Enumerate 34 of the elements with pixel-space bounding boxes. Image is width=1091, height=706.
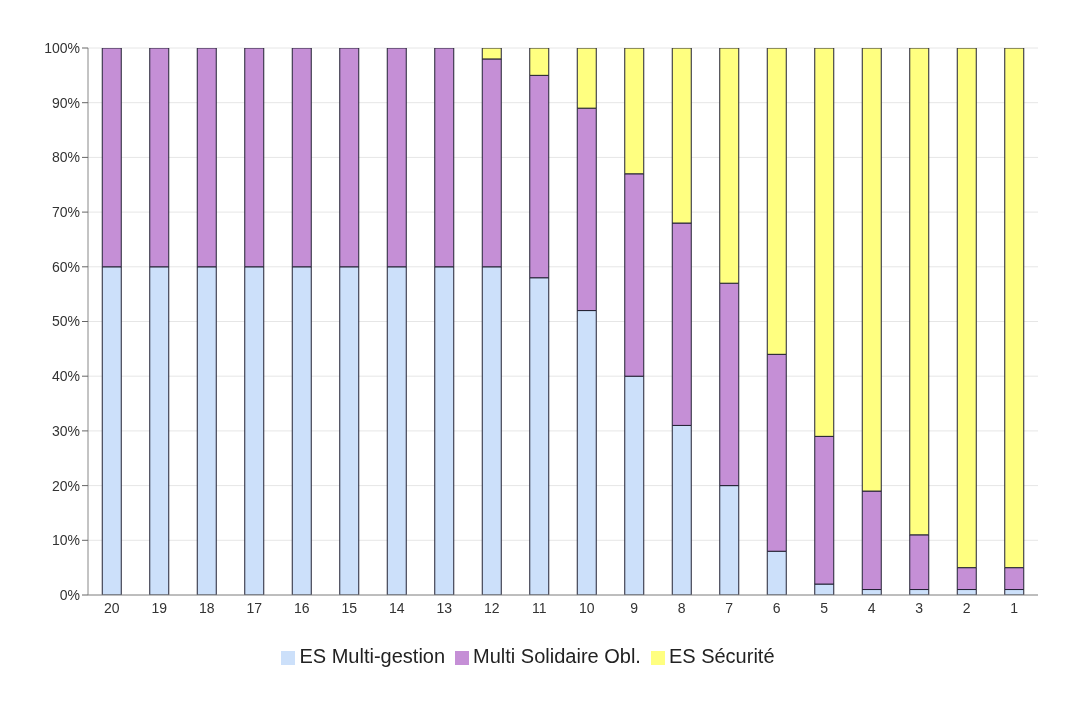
x-tick-label: 6 <box>772 599 781 616</box>
x-tick-label: 16 <box>293 599 310 616</box>
y-tick-label: 10% <box>51 532 80 549</box>
x-tick-label: 18 <box>198 599 215 616</box>
x-tick-label: 7 <box>725 599 734 616</box>
x-tick-label: 14 <box>388 599 405 616</box>
y-tick-label: 70% <box>51 204 80 221</box>
x-tick-label: 2 <box>962 599 971 616</box>
y-tick-label: 90% <box>51 94 80 111</box>
legend-label: ES Sécurité <box>668 645 775 667</box>
x-tick-label: 8 <box>677 599 686 616</box>
y-tick-label: 60% <box>51 258 80 275</box>
legend-label: ES Multi-gestion <box>299 645 446 667</box>
x-tick-label: 19 <box>151 599 168 616</box>
x-tick-label: 4 <box>867 599 876 616</box>
x-tick-label: 15 <box>341 599 358 616</box>
y-tick-label: 20% <box>51 477 80 494</box>
y-tick-label: 0% <box>59 586 80 603</box>
y-tick-label: 30% <box>51 422 80 439</box>
x-tick-label: 1 <box>1010 599 1019 616</box>
x-tick-label: 5 <box>820 599 829 616</box>
y-tick-label: 80% <box>51 149 80 166</box>
legend-label: Multi Solidaire Obl. <box>473 645 641 667</box>
x-tick-label: 9 <box>630 599 639 616</box>
y-tick-label: 50% <box>51 313 80 330</box>
x-tick-label: 17 <box>246 599 263 616</box>
x-tick-label: 10 <box>578 599 595 616</box>
x-tick-label: 3 <box>915 599 924 616</box>
x-tick-label: 20 <box>103 599 120 616</box>
x-tick-label: 11 <box>531 599 547 616</box>
x-tick-label: 12 <box>483 599 500 616</box>
y-tick-label: 40% <box>51 368 80 385</box>
y-tick-label: 100% <box>44 39 80 56</box>
x-tick-label: 13 <box>436 599 453 616</box>
